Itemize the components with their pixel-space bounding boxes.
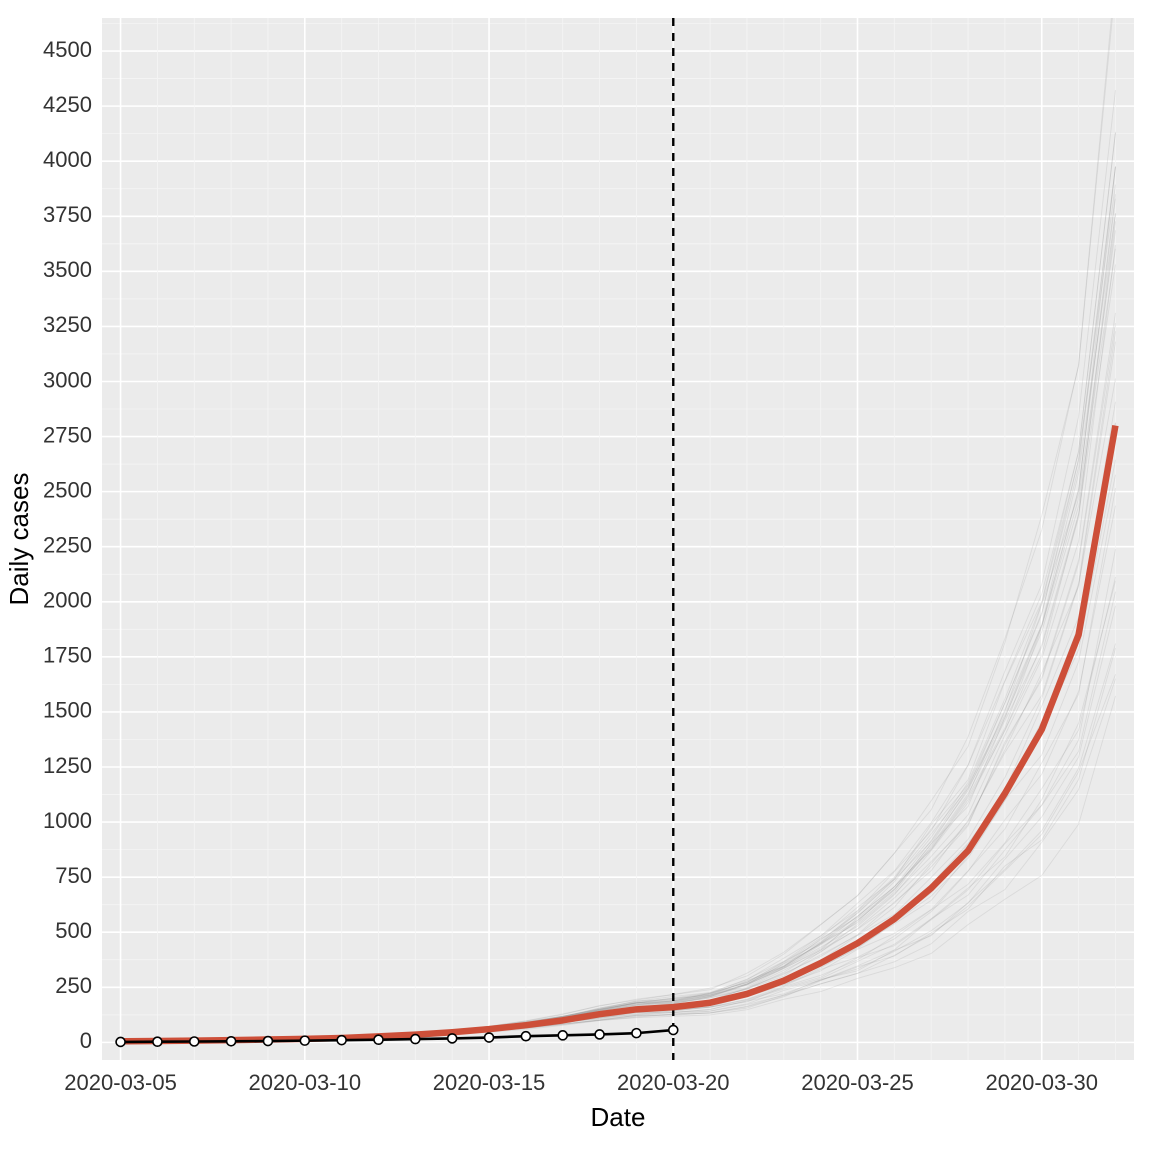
- y-tick-label: 3000: [43, 367, 92, 392]
- y-tick-label: 2000: [43, 588, 92, 613]
- x-tick-label: 2020-03-05: [64, 1070, 177, 1095]
- y-tick-label: 250: [55, 973, 92, 998]
- plot-panel: [102, 18, 1134, 1060]
- observed-marker: [263, 1037, 272, 1046]
- y-tick-label: 2750: [43, 422, 92, 447]
- observed-marker: [227, 1037, 236, 1046]
- observed-marker: [190, 1037, 199, 1046]
- y-tick-label: 3500: [43, 257, 92, 282]
- x-tick-label: 2020-03-10: [249, 1070, 362, 1095]
- y-axis-label: Daily cases: [4, 473, 34, 606]
- observed-marker: [669, 1026, 678, 1035]
- observed-marker: [337, 1036, 346, 1045]
- chart-container: 0 250 500 750 1000 1250 1500 1750 2000 2250 2500 27…: [0, 0, 1152, 1152]
- observed-marker: [300, 1036, 309, 1045]
- y-tick-label: 3250: [43, 312, 92, 337]
- y-tick-label: 1750: [43, 643, 92, 668]
- x-tick-label: 2020-03-20: [617, 1070, 730, 1095]
- y-tick-label: 3750: [43, 202, 92, 227]
- y-tick-label: 1500: [43, 698, 92, 723]
- y-tick-label: 750: [55, 863, 92, 888]
- observed-marker: [411, 1035, 420, 1044]
- y-tick-label: 1250: [43, 753, 92, 778]
- x-tick-label: 2020-03-15: [433, 1070, 546, 1095]
- y-tick-label: 2250: [43, 533, 92, 558]
- observed-marker: [448, 1034, 457, 1043]
- observed-marker: [595, 1030, 604, 1039]
- x-tick-label: 2020-03-30: [985, 1070, 1098, 1095]
- observed-marker: [558, 1031, 567, 1040]
- y-tick-label: 1000: [43, 808, 92, 833]
- y-tick-label: 2500: [43, 477, 92, 502]
- observed-marker: [153, 1037, 162, 1046]
- y-tick-label: 4250: [43, 92, 92, 117]
- observed-marker: [632, 1029, 641, 1038]
- y-tick-label: 0: [80, 1028, 92, 1053]
- y-tick-label: 4500: [43, 37, 92, 62]
- y-tick-label: 500: [55, 918, 92, 943]
- observed-marker: [374, 1035, 383, 1044]
- y-tick-label: 4000: [43, 147, 92, 172]
- observed-marker: [116, 1037, 125, 1046]
- observed-marker: [521, 1032, 530, 1041]
- x-axis-label: Date: [591, 1102, 646, 1132]
- x-tick-label: 2020-03-25: [801, 1070, 914, 1095]
- daily-cases-chart: 0 250 500 750 1000 1250 1500 1750 2000 2250 2500 27…: [0, 0, 1152, 1152]
- observed-marker: [485, 1033, 494, 1042]
